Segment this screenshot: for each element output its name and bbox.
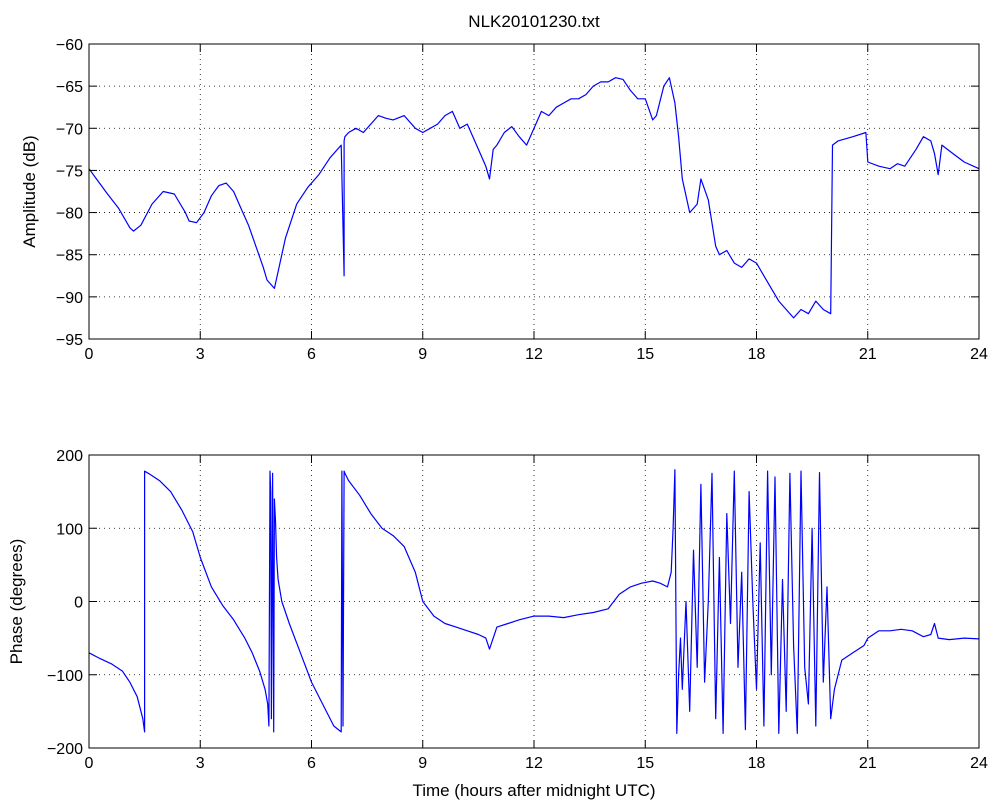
amplitude-xtick-label: 9 <box>418 346 427 363</box>
amplitude-ytick-label: −90 <box>56 290 83 307</box>
phase-ytick-label: 0 <box>74 595 83 612</box>
phase-series <box>88 469 980 735</box>
amplitude-ytick-label: −65 <box>56 79 83 96</box>
amplitude-ytick-label: −70 <box>56 121 83 138</box>
phase-grid <box>89 455 979 748</box>
phase-xtick-label: 3 <box>196 755 205 772</box>
amplitude-ytick-label: −95 <box>56 332 83 349</box>
phase-ytick-label: 100 <box>56 521 83 538</box>
amplitude-xtick-label: 15 <box>636 346 654 363</box>
amplitude-xtick-label: 0 <box>85 346 94 363</box>
phase-xtick-label: 9 <box>418 755 427 772</box>
phase-ytick-label: −200 <box>47 741 83 758</box>
amplitude-series-line <box>88 77 980 319</box>
amplitude-ytick-label: −80 <box>56 206 83 223</box>
phase-ylabel: Phase (degrees) <box>7 539 26 665</box>
phase-xtick-label: 18 <box>748 755 766 772</box>
phase-xtick-label: 24 <box>970 755 988 772</box>
amplitude-plot: 0 3 6 9 12 15 18 21 24 −95 −90 −85 −80 −75 −70 −65 −60 A… <box>20 37 988 363</box>
amplitude-xtick-label: 3 <box>196 346 205 363</box>
phase-xlabel: Time (hours after midnight UTC) <box>412 781 655 800</box>
amplitude-series <box>88 77 980 319</box>
phase-xtick-label: 15 <box>636 755 654 772</box>
amplitude-xtick-label: 6 <box>307 346 316 363</box>
phase-ytick-label: −100 <box>47 668 83 685</box>
phase-xtick-label: 0 <box>85 755 94 772</box>
phase-xtick-label: 12 <box>525 755 543 772</box>
amplitude-xtick-label: 24 <box>970 346 988 363</box>
phase-ytick-label: 200 <box>56 448 83 465</box>
figure-title: NLK20101230.txt <box>468 12 600 31</box>
amplitude-ytick-label: −75 <box>56 163 83 180</box>
phase-series-line <box>88 469 980 735</box>
phase-xtick-label: 6 <box>307 755 316 772</box>
phase-ticks: 0 3 6 9 12 15 18 21 24 −200 −100 0 100 200 <box>47 448 988 772</box>
phase-xtick-label: 21 <box>859 755 877 772</box>
amplitude-xtick-label: 12 <box>525 346 543 363</box>
amplitude-ticks: 0 3 6 9 12 15 18 21 24 −95 −90 −85 −80 −75 −70 −65 −60 <box>56 37 988 363</box>
amplitude-ytick-label: −60 <box>56 37 83 54</box>
amplitude-ytick-label: −85 <box>56 248 83 265</box>
phase-plot: 0 3 6 9 12 15 18 21 24 −200 −100 0 100 200 Phase (deg… <box>7 448 988 800</box>
amplitude-ylabel: Amplitude (dB) <box>20 135 39 247</box>
amplitude-xtick-label: 18 <box>748 346 766 363</box>
amplitude-xtick-label: 21 <box>859 346 877 363</box>
